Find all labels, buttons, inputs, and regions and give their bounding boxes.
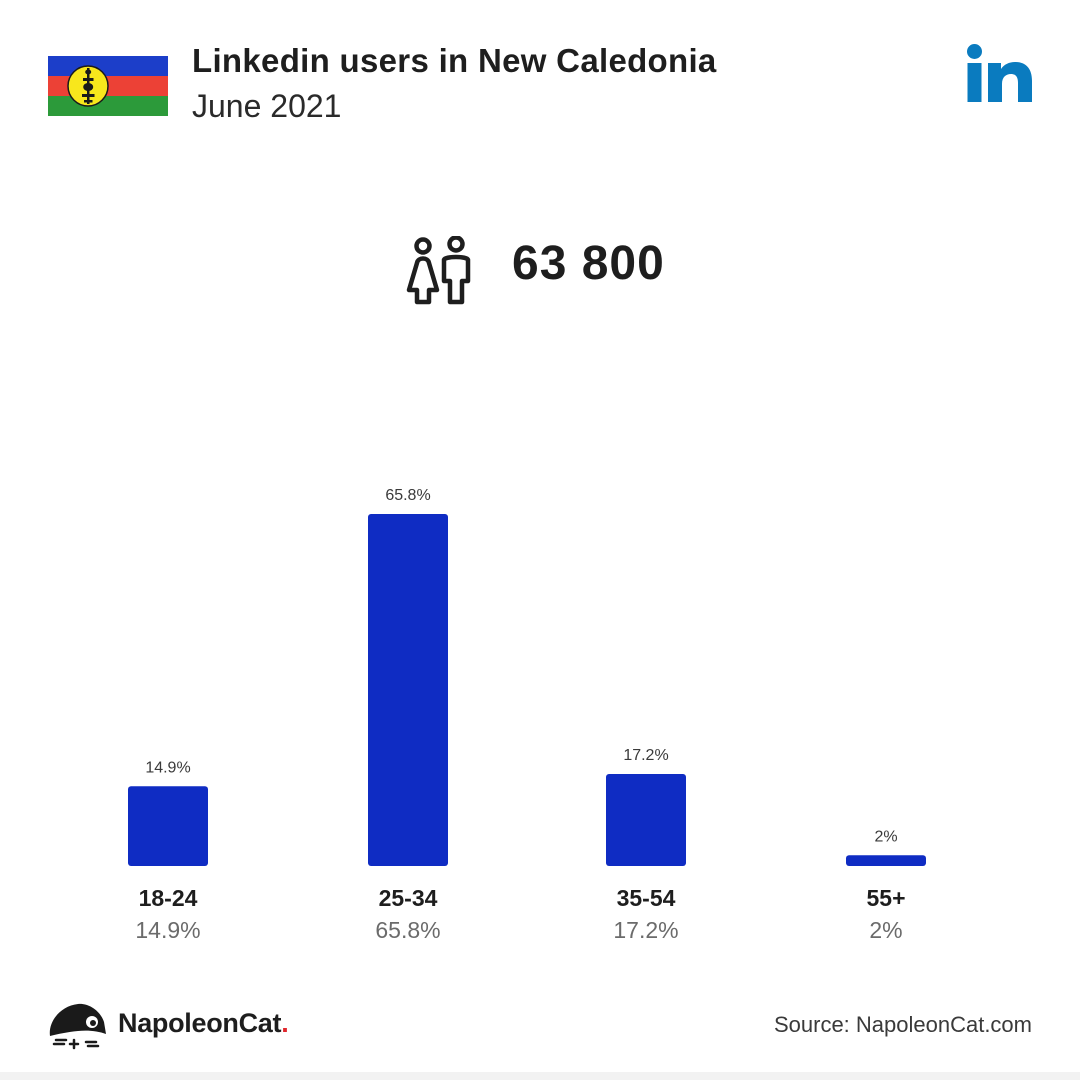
- new-caledonia-flag-icon: [48, 56, 168, 116]
- napoleoncat-logo-icon: [48, 1000, 108, 1050]
- source-credit: Source: NapoleonCat.com: [773, 1012, 1032, 1037]
- bar-55+: [846, 855, 926, 866]
- category-percentage: 17.2%: [613, 917, 678, 943]
- brand-dot: .: [281, 1008, 289, 1038]
- bottom-strip: [0, 1072, 1080, 1080]
- bar-value-label: 17.2%: [623, 747, 668, 764]
- category-percentage: 65.8%: [375, 917, 440, 943]
- bar-25-34: [368, 514, 448, 866]
- bar-18-24: [128, 786, 208, 866]
- page-title: Linkedin users in New Caledonia: [192, 42, 717, 79]
- bar-value-label: 14.9%: [145, 759, 190, 776]
- brand-name: NapoleonCat.: [118, 1008, 289, 1038]
- total-users: 63 800: [512, 237, 665, 290]
- category-label: 35-54: [617, 885, 676, 911]
- category-percentage: 14.9%: [135, 917, 200, 943]
- linkedin-logo-icon: [966, 44, 1034, 104]
- category-label: 25-34: [379, 885, 438, 911]
- bar-35-54: [606, 773, 686, 866]
- category-percentage: 2%: [869, 917, 902, 943]
- bar-value-label: 2%: [874, 828, 897, 845]
- people-icon: [404, 235, 476, 306]
- bar-value-label: 65.8%: [385, 487, 430, 504]
- category-label: 55+: [866, 885, 905, 911]
- page-subtitle: June 2021: [192, 88, 342, 124]
- category-label: 18-24: [139, 885, 198, 911]
